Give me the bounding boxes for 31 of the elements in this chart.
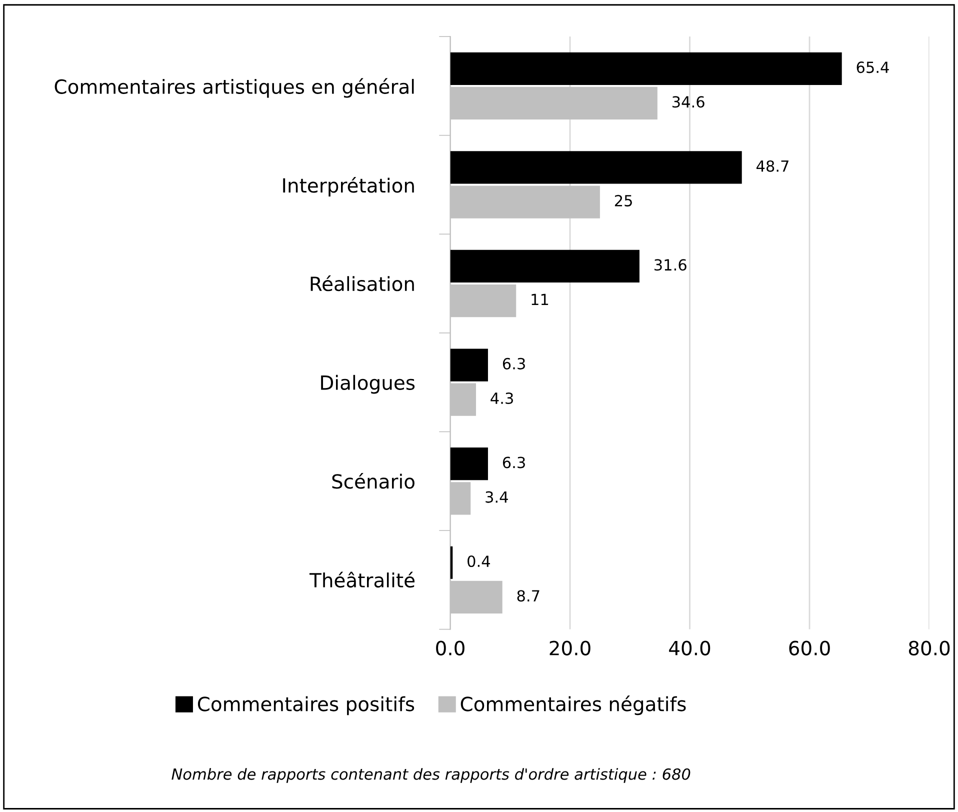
x-tick-label: 20.0: [550, 640, 590, 656]
data-label: 48.7: [756, 160, 788, 172]
bar: [450, 151, 742, 184]
y-tick-label: Réalisation: [310, 275, 414, 292]
data-label: 25: [614, 194, 632, 206]
bar: [450, 52, 842, 85]
data-label: 4.3: [490, 392, 513, 404]
bar: [450, 448, 488, 480]
data-label: 6.3: [502, 358, 525, 370]
data-label: 8.7: [517, 590, 540, 602]
legend-label: Commentaires positifs: [198, 696, 414, 716]
data-label: 31.6: [654, 259, 686, 271]
bar: [450, 348, 488, 382]
y-tick-label: Commentaires artistiques en général: [54, 78, 414, 98]
bar: [450, 250, 640, 283]
text: Nombre de rapports contenant des rapports d'ordre artistique : 680: [172, 768, 690, 783]
y-tick-label: Interprétation: [283, 176, 414, 197]
data-label: 0.4: [468, 555, 490, 568]
x-tick-label: 80.0: [908, 640, 950, 656]
data-label: 11: [532, 294, 548, 306]
x-tick-label: 0.0: [436, 640, 464, 656]
data-label: 65.4: [856, 62, 889, 74]
y-tick-label: Dialogues: [321, 374, 415, 394]
data-label: 6.3: [502, 456, 525, 468]
x-tick-label: 60.0: [789, 640, 830, 656]
data-label: 3.4: [486, 491, 508, 503]
y-tick-label: Scénario: [332, 472, 414, 489]
legend-label: Commentaires négatifs: [460, 696, 686, 716]
x-tick-label: 40.0: [669, 640, 710, 656]
data-label: 34.6: [672, 96, 704, 108]
y-tick-label: Théâtralité: [309, 572, 415, 588]
